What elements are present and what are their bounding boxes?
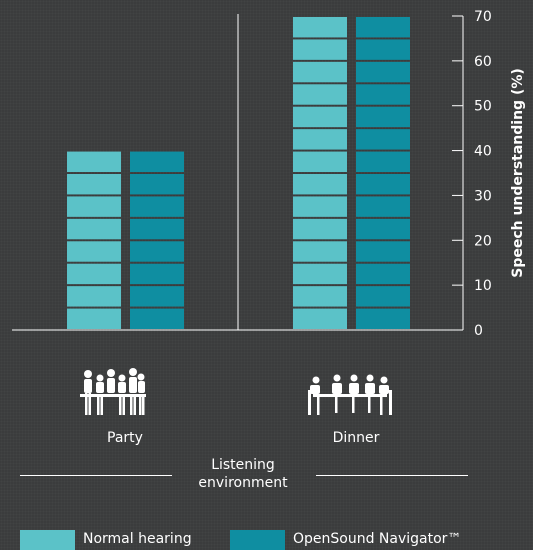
- y-tick-label: 30: [474, 188, 492, 204]
- bar-segment: [67, 196, 121, 217]
- y-tick-label: 60: [474, 54, 492, 70]
- y-tick-label: 0: [474, 323, 483, 339]
- bar-segment: [293, 84, 347, 105]
- bar-segment: [67, 263, 121, 285]
- y-tick-label: 50: [474, 99, 492, 115]
- bar-segment: [356, 218, 410, 240]
- bar-segment: [293, 129, 347, 150]
- bar-segment: [293, 39, 347, 60]
- legend-swatch: [230, 530, 285, 550]
- bar-segment: [356, 106, 410, 128]
- bar-segment: [130, 151, 184, 172]
- bar-party-opensound-navigator: [130, 151, 184, 329]
- y-tick-label: 70: [474, 9, 492, 25]
- bar-dinner-opensound-navigator: [356, 17, 410, 329]
- bar-segment: [130, 196, 184, 217]
- axes-group: 0 10 20 30 40 50 60 70: [12, 9, 492, 339]
- bar-segment: [130, 241, 184, 262]
- bar-segment: [293, 218, 347, 240]
- bar-segment: [356, 196, 410, 217]
- bar-segment: [130, 174, 184, 195]
- dinner-table-icon: [307, 366, 393, 422]
- bar-segment: [67, 308, 121, 329]
- legend-swatch: [20, 530, 75, 550]
- bar-dinner-normal-hearing: [293, 17, 347, 329]
- bar-segment: [67, 286, 121, 307]
- bar-segment: [356, 129, 410, 150]
- bar-segment: [356, 241, 410, 262]
- bar-segment: [130, 286, 184, 307]
- bar-segment: [67, 218, 121, 240]
- bar-segment: [356, 84, 410, 105]
- bar-segment: [130, 218, 184, 240]
- bar-segment: [293, 308, 347, 329]
- bar-segment: [293, 196, 347, 217]
- bar-segment: [356, 39, 410, 60]
- bar-segment: [67, 151, 121, 172]
- party-people-icon: [80, 366, 146, 422]
- bar-segment: [293, 61, 347, 83]
- x-label-rule-left: [20, 475, 172, 476]
- bar-segment: [356, 174, 410, 195]
- bar-segment: [356, 286, 410, 307]
- bar-segment: [293, 151, 347, 172]
- bar-segment: [293, 106, 347, 128]
- bars-group: [67, 17, 410, 329]
- bar-party-normal-hearing: [67, 151, 121, 329]
- legend-label: Normal hearing: [83, 531, 192, 547]
- bar-segment: [293, 263, 347, 285]
- category-label-party: Party: [107, 430, 143, 446]
- bar-segment: [356, 61, 410, 83]
- category-label-dinner: Dinner: [332, 430, 380, 446]
- bar-segment: [293, 286, 347, 307]
- bar-segment: [356, 308, 410, 329]
- bar-segment: [356, 263, 410, 285]
- x-label-rule-right: [316, 475, 468, 476]
- bar-segment: [356, 151, 410, 172]
- y-tick-label: 10: [474, 278, 492, 294]
- y-tick-label: 40: [474, 144, 492, 160]
- y-tick-label: 20: [474, 233, 492, 249]
- legend-label: OpenSound Navigator™: [293, 531, 462, 547]
- bar-segment: [356, 17, 410, 38]
- bar-segment: [293, 17, 347, 38]
- x-axis-label: Listening environment: [198, 457, 288, 491]
- y-axis-label: Speech understanding (%): [510, 68, 526, 278]
- bar-segment: [130, 308, 184, 329]
- bar-segment: [293, 241, 347, 262]
- bar-segment: [130, 263, 184, 285]
- bar-segment: [67, 174, 121, 195]
- bar-segment: [67, 241, 121, 262]
- bar-segment: [293, 174, 347, 195]
